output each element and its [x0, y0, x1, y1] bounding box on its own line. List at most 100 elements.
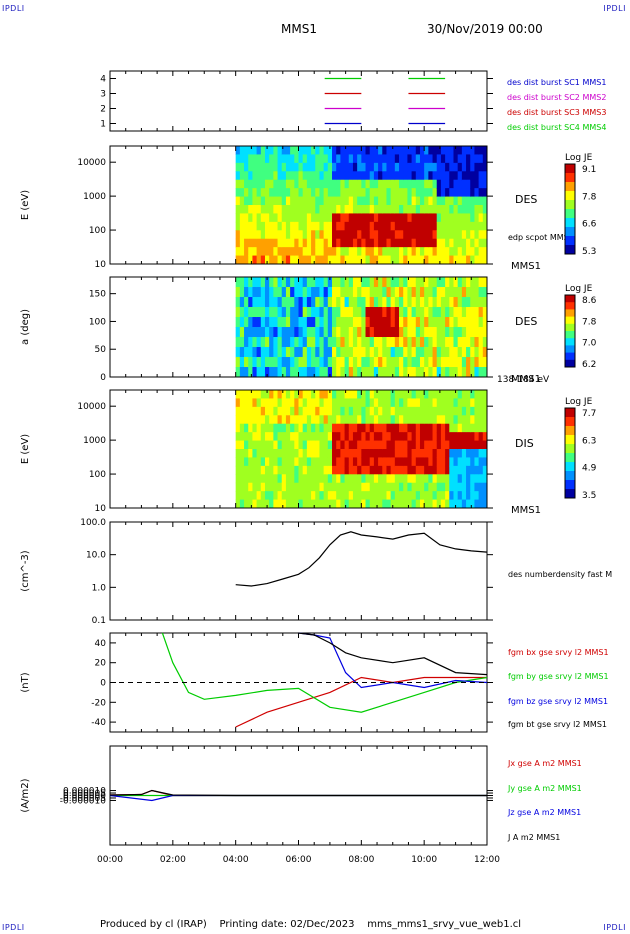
spectrogram-cell: [415, 337, 421, 348]
spectrogram-cell: [382, 317, 387, 328]
spectrogram-cell: [315, 406, 320, 416]
spectrogram-cell: [466, 238, 471, 248]
spectrogram-cell: [390, 171, 396, 181]
spectrogram-cell: [361, 440, 367, 450]
spectrogram-cell: [256, 287, 262, 298]
spectrogram-cell: [281, 337, 287, 348]
spectrogram-cell: [386, 347, 392, 358]
spectrogram-cell: [244, 287, 249, 298]
spectrogram-cell: [340, 482, 346, 492]
spectrogram-cell: [311, 367, 316, 378]
spectrogram-cell: [461, 179, 467, 189]
spectrogram-cell: [399, 499, 404, 509]
spectrogram-cell: [323, 196, 329, 206]
spectrogram-cell: [466, 146, 471, 155]
spectrogram-cell: [336, 230, 341, 240]
spectrogram-cell: [428, 213, 434, 223]
spectrogram-cell: [332, 482, 337, 492]
spectrogram-cell: [281, 457, 287, 467]
spectrogram-cell: [386, 171, 392, 181]
spectrogram-cell: [482, 221, 488, 231]
spectrogram-cell: [332, 196, 337, 206]
spectrogram-cell: [357, 196, 362, 206]
spectrogram-cell: [474, 367, 480, 378]
spectrogram-cell: [277, 457, 283, 467]
spectrogram-cell: [306, 238, 312, 248]
spectrogram-cell: [260, 347, 266, 358]
spectrogram-cell: [264, 499, 270, 509]
spectrogram-cell: [394, 432, 400, 442]
spectrogram-cell: [332, 238, 337, 248]
spectrogram-cell: [306, 162, 312, 172]
spectrogram-cell: [302, 465, 308, 475]
spectrogram-cell: [344, 221, 350, 231]
spectrogram-cell: [311, 491, 316, 501]
spectrogram-cell: [382, 221, 387, 231]
spectrogram-cell: [298, 171, 304, 181]
spectrogram-cell: [264, 162, 270, 172]
spectrogram-cell: [252, 423, 258, 433]
spectrogram-cell: [244, 205, 249, 214]
spectrogram-cell: [290, 465, 295, 475]
spectrogram-3: [235, 277, 488, 378]
spectrogram-cell: [273, 287, 279, 298]
spectrogram-cell: [264, 357, 270, 368]
spectrogram-cell: [239, 196, 245, 206]
spectrogram-cell: [244, 307, 249, 318]
spectrogram-cell: [344, 457, 350, 467]
spectrogram-cell: [235, 457, 241, 467]
spectrogram-cell: [466, 307, 471, 318]
legend-entry: J A m2 MMS1: [507, 833, 560, 842]
spectrogram-cell: [269, 162, 274, 172]
spectrogram-cell: [482, 347, 488, 358]
spectrogram-cell: [474, 398, 480, 408]
spectrogram-cell: [273, 162, 279, 172]
spectrogram-cell: [311, 415, 316, 425]
spectrogram-cell: [336, 255, 341, 265]
spectrogram-cell: [365, 205, 371, 214]
y-tick-label: 100: [89, 226, 106, 236]
spectrogram-cell: [424, 179, 429, 189]
instrument-label: DIS: [515, 437, 534, 450]
spectrogram-cell: [474, 221, 480, 231]
spectrogram-cell: [428, 398, 434, 408]
spectrogram-cell: [419, 205, 425, 214]
spectrogram-cell: [365, 482, 371, 492]
spectrogram-cell: [256, 357, 262, 368]
spectrogram-cell: [290, 287, 295, 298]
spectrogram-cell: [457, 146, 463, 155]
spectrogram-cell: [445, 465, 450, 475]
spectrogram-cell: [302, 247, 308, 257]
spectrogram-cell: [394, 230, 400, 240]
spectrogram-cell: [411, 482, 417, 492]
colorbar-segment: [565, 435, 575, 445]
spectrogram-cell: [361, 221, 367, 231]
spectrogram-cell: [445, 255, 450, 265]
spectrogram-cell: [294, 415, 299, 425]
spectrogram-cell: [411, 205, 417, 214]
spectrogram-cell: [235, 482, 241, 492]
spectrogram-cell: [482, 188, 488, 198]
spectrogram-cell: [390, 457, 396, 467]
spectrogram-cell: [382, 491, 387, 501]
spectrogram-cell: [470, 221, 475, 231]
spectrogram-cell: [273, 205, 279, 214]
spectrogram-cell: [361, 398, 367, 408]
spectrogram-cell: [386, 406, 392, 416]
spectrogram-cell: [373, 247, 379, 257]
spectrogram-cell: [415, 297, 421, 308]
spectrogram-cell: [365, 423, 371, 433]
spectrogram-cell: [285, 491, 291, 501]
spectrogram-cell: [482, 432, 488, 442]
spectrogram-cell: [457, 423, 463, 433]
spectrogram-cell: [248, 327, 253, 338]
spectrogram-cell: [294, 406, 299, 416]
spectrogram-cell: [361, 337, 367, 348]
spectrogram-cell: [252, 277, 258, 288]
spectrogram-cell: [344, 297, 350, 308]
spectrogram-cell: [248, 390, 253, 399]
spectrogram-cell: [248, 415, 253, 425]
spectrogram-cell: [311, 482, 316, 492]
spectrogram-cell: [445, 238, 450, 248]
spectrogram-cell: [386, 440, 392, 450]
